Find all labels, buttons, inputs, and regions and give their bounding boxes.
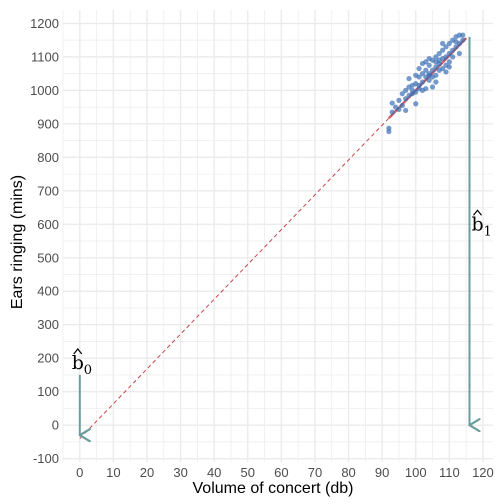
y-axis-ticks: -100 0 100 200 300 400 500 600 700 800 900 1000 1100… [30, 16, 59, 466]
data-point [456, 32, 463, 38]
y-tick-label: 300 [37, 317, 59, 332]
y-tick-label: 1200 [30, 16, 59, 31]
x-tick-label: 70 [308, 465, 322, 480]
y-axis-title: Ears ringing (mins) [9, 175, 26, 309]
y-tick-label: 800 [37, 150, 59, 165]
y-tick-label: 400 [37, 284, 59, 299]
data-point [429, 84, 436, 90]
x-axis-title: Volume of concert (db) [193, 480, 354, 497]
hat-icon [73, 347, 83, 355]
data-points [386, 32, 466, 135]
y-tick-label: 600 [37, 217, 59, 232]
y-tick-label: 1100 [31, 49, 59, 64]
data-point [426, 55, 432, 62]
data-point [413, 89, 419, 95]
hat-icon [473, 209, 482, 216]
data-point [446, 40, 452, 47]
plot-grid [62, 10, 493, 462]
data-point [429, 67, 436, 73]
data-point [396, 106, 402, 113]
x-tick-label: 10 [106, 465, 120, 480]
data-point [443, 69, 449, 75]
data-point [403, 107, 409, 114]
data-point [423, 67, 429, 73]
data-point [409, 82, 415, 88]
data-point [416, 82, 422, 88]
y-tick-label: 0 [52, 418, 59, 433]
data-point [403, 87, 409, 93]
x-tick-label: 50 [241, 465, 255, 480]
x-tick-label: 40 [207, 465, 221, 480]
y-tick-label: 500 [37, 250, 59, 265]
y-tick-label: -100 [33, 451, 59, 466]
data-point [453, 39, 459, 45]
data-point [433, 54, 439, 60]
data-point [399, 91, 405, 97]
data-point [460, 37, 466, 43]
data-point [456, 50, 463, 57]
data-point [389, 109, 395, 115]
annotations: b 0b 1 [72, 36, 492, 435]
x-axis-ticks: 0 10 20 30 40 50 60 70 80 90 100 110 120 [76, 465, 494, 480]
annotation-label: b [471, 213, 483, 235]
data-point [436, 50, 442, 57]
annotation-label: b [72, 352, 84, 374]
x-tick-label: 110 [439, 465, 460, 480]
data-point [416, 65, 422, 72]
data-point [440, 47, 446, 53]
y-tick-label: 100 [37, 384, 59, 399]
data-point [433, 59, 439, 65]
data-point [403, 96, 409, 102]
data-point [419, 87, 426, 93]
x-tick-label: 30 [173, 465, 187, 480]
data-point [450, 54, 456, 60]
data-point [396, 97, 402, 103]
data-point [416, 74, 422, 80]
data-point [386, 128, 392, 135]
y-tick-label: 700 [37, 183, 59, 198]
x-tick-label: 90 [375, 465, 389, 480]
data-point [433, 79, 439, 85]
data-point [419, 71, 426, 77]
data-point [443, 54, 449, 60]
data-point [423, 59, 429, 65]
x-tick-label: 20 [140, 465, 154, 480]
y-tick-label: 900 [37, 116, 59, 131]
data-point [446, 64, 452, 70]
data-point [443, 44, 449, 50]
data-point [450, 47, 456, 53]
data-point [426, 77, 432, 83]
x-tick-label: 0 [76, 465, 83, 480]
data-point [389, 100, 395, 106]
data-point [406, 76, 412, 82]
data-point [419, 79, 426, 85]
x-tick-label: 120 [472, 465, 494, 480]
annotation-subscript: 1 [483, 224, 491, 239]
data-point [426, 72, 432, 78]
x-tick-label: 60 [274, 465, 288, 480]
data-point [440, 65, 446, 72]
data-point [413, 101, 419, 107]
x-tick-label: 80 [341, 465, 355, 480]
y-tick-label: 1000 [30, 83, 59, 98]
x-tick-label: 100 [405, 465, 427, 480]
data-point [399, 102, 405, 109]
annotation-subscript: 0 [84, 363, 92, 378]
data-point [440, 40, 446, 47]
data-point [426, 62, 432, 68]
data-point [433, 64, 439, 70]
data-point [446, 50, 452, 57]
data-point [453, 44, 459, 50]
data-point [446, 59, 452, 65]
y-tick-label: 200 [37, 351, 59, 366]
